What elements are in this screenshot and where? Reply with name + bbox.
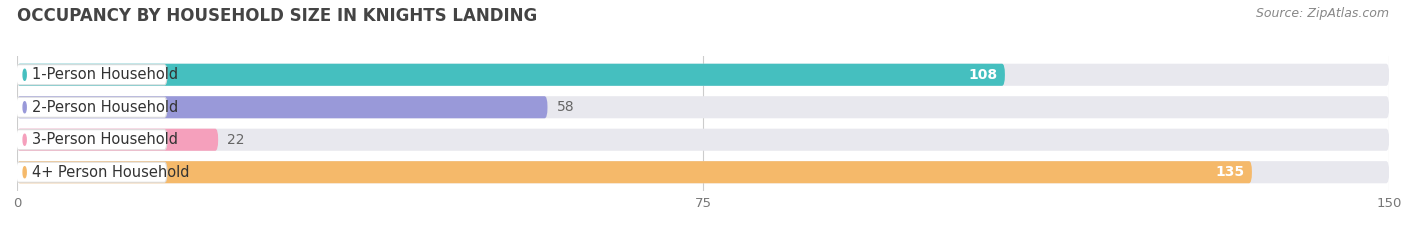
Text: Source: ZipAtlas.com: Source: ZipAtlas.com [1256,7,1389,20]
FancyBboxPatch shape [17,129,218,151]
Text: 3-Person Household: 3-Person Household [31,132,177,147]
Text: 4+ Person Household: 4+ Person Household [31,165,188,180]
Text: OCCUPANCY BY HOUSEHOLD SIZE IN KNIGHTS LANDING: OCCUPANCY BY HOUSEHOLD SIZE IN KNIGHTS L… [17,7,537,25]
FancyBboxPatch shape [17,161,1251,183]
FancyBboxPatch shape [15,130,167,150]
Text: 22: 22 [228,133,245,147]
FancyBboxPatch shape [17,64,1005,86]
FancyBboxPatch shape [15,162,167,182]
FancyBboxPatch shape [17,64,1389,86]
FancyBboxPatch shape [17,96,547,118]
Circle shape [22,167,27,178]
FancyBboxPatch shape [15,65,167,85]
Text: 58: 58 [557,100,574,114]
FancyBboxPatch shape [17,129,1389,151]
Circle shape [22,102,27,113]
Text: 108: 108 [969,68,998,82]
Circle shape [22,69,27,80]
FancyBboxPatch shape [17,161,1389,183]
Circle shape [22,134,27,145]
Text: 1-Person Household: 1-Person Household [31,67,177,82]
FancyBboxPatch shape [17,96,1389,118]
Text: 2-Person Household: 2-Person Household [31,100,177,115]
Text: 135: 135 [1215,165,1244,179]
FancyBboxPatch shape [15,97,167,117]
